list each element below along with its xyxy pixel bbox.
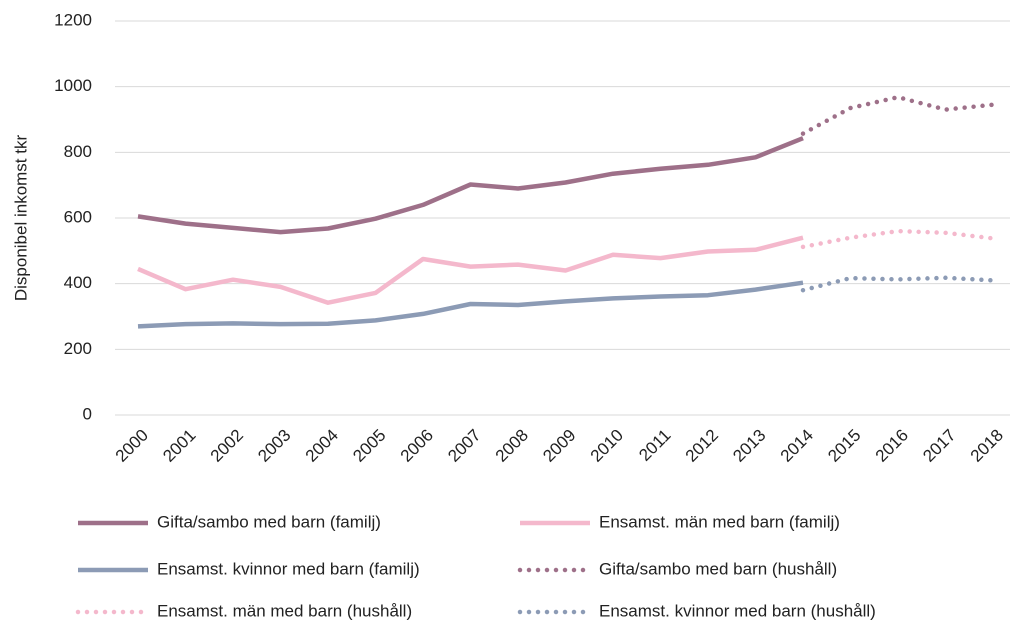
legend-label: Ensamst. män med barn (familj) — [599, 512, 840, 531]
x-tick-label: 2005 — [349, 426, 389, 466]
series-line — [800, 275, 996, 293]
y-tick-label: 1000 — [54, 76, 92, 95]
x-tick-label: 2009 — [539, 426, 579, 466]
y-tick-label: 600 — [64, 207, 92, 226]
series-line — [137, 235, 804, 305]
series-line — [800, 228, 996, 250]
x-tick-label: 2016 — [872, 426, 912, 466]
x-tick-label: 2000 — [112, 426, 152, 466]
x-tick-label: 2008 — [492, 426, 532, 466]
legend-label: Ensamst. kvinnor med barn (familj) — [157, 559, 420, 578]
y-tick-label: 400 — [64, 273, 92, 292]
x-tick-label: 2012 — [682, 426, 722, 466]
x-tick-label: 2015 — [824, 426, 864, 466]
x-tick-label: 2013 — [729, 426, 769, 466]
y-tick-label: 0 — [83, 404, 92, 423]
x-tick-label: 2007 — [444, 426, 484, 466]
x-tick-label: 2017 — [919, 426, 959, 466]
x-tick-label: 2018 — [967, 426, 1007, 466]
x-tick-label: 2001 — [159, 426, 199, 466]
legend-label: Gifta/sambo med barn (hushåll) — [599, 559, 837, 578]
x-tick-label: 2002 — [207, 426, 247, 466]
series-line — [137, 280, 804, 329]
legend-label: Ensamst. kvinnor med barn (hushåll) — [599, 601, 876, 620]
x-tick-label: 2003 — [254, 426, 294, 466]
x-tick-label: 2010 — [587, 426, 627, 466]
x-tick-label: 2014 — [777, 426, 817, 466]
y-tick-label: 800 — [64, 142, 92, 161]
legend-label: Ensamst. män med barn (hushåll) — [157, 601, 412, 620]
series-line — [800, 94, 996, 136]
x-tick-label: 2004 — [302, 426, 342, 466]
y-tick-label: 200 — [64, 339, 92, 358]
legend-label: Gifta/sambo med barn (familj) — [157, 512, 381, 531]
series-line — [137, 136, 804, 235]
x-tick-label: 2011 — [635, 426, 674, 465]
y-tick-label: 1200 — [54, 10, 92, 29]
x-tick-label: 2006 — [397, 426, 437, 466]
y-axis-label: Disponibel inkomst tkr — [11, 135, 30, 302]
